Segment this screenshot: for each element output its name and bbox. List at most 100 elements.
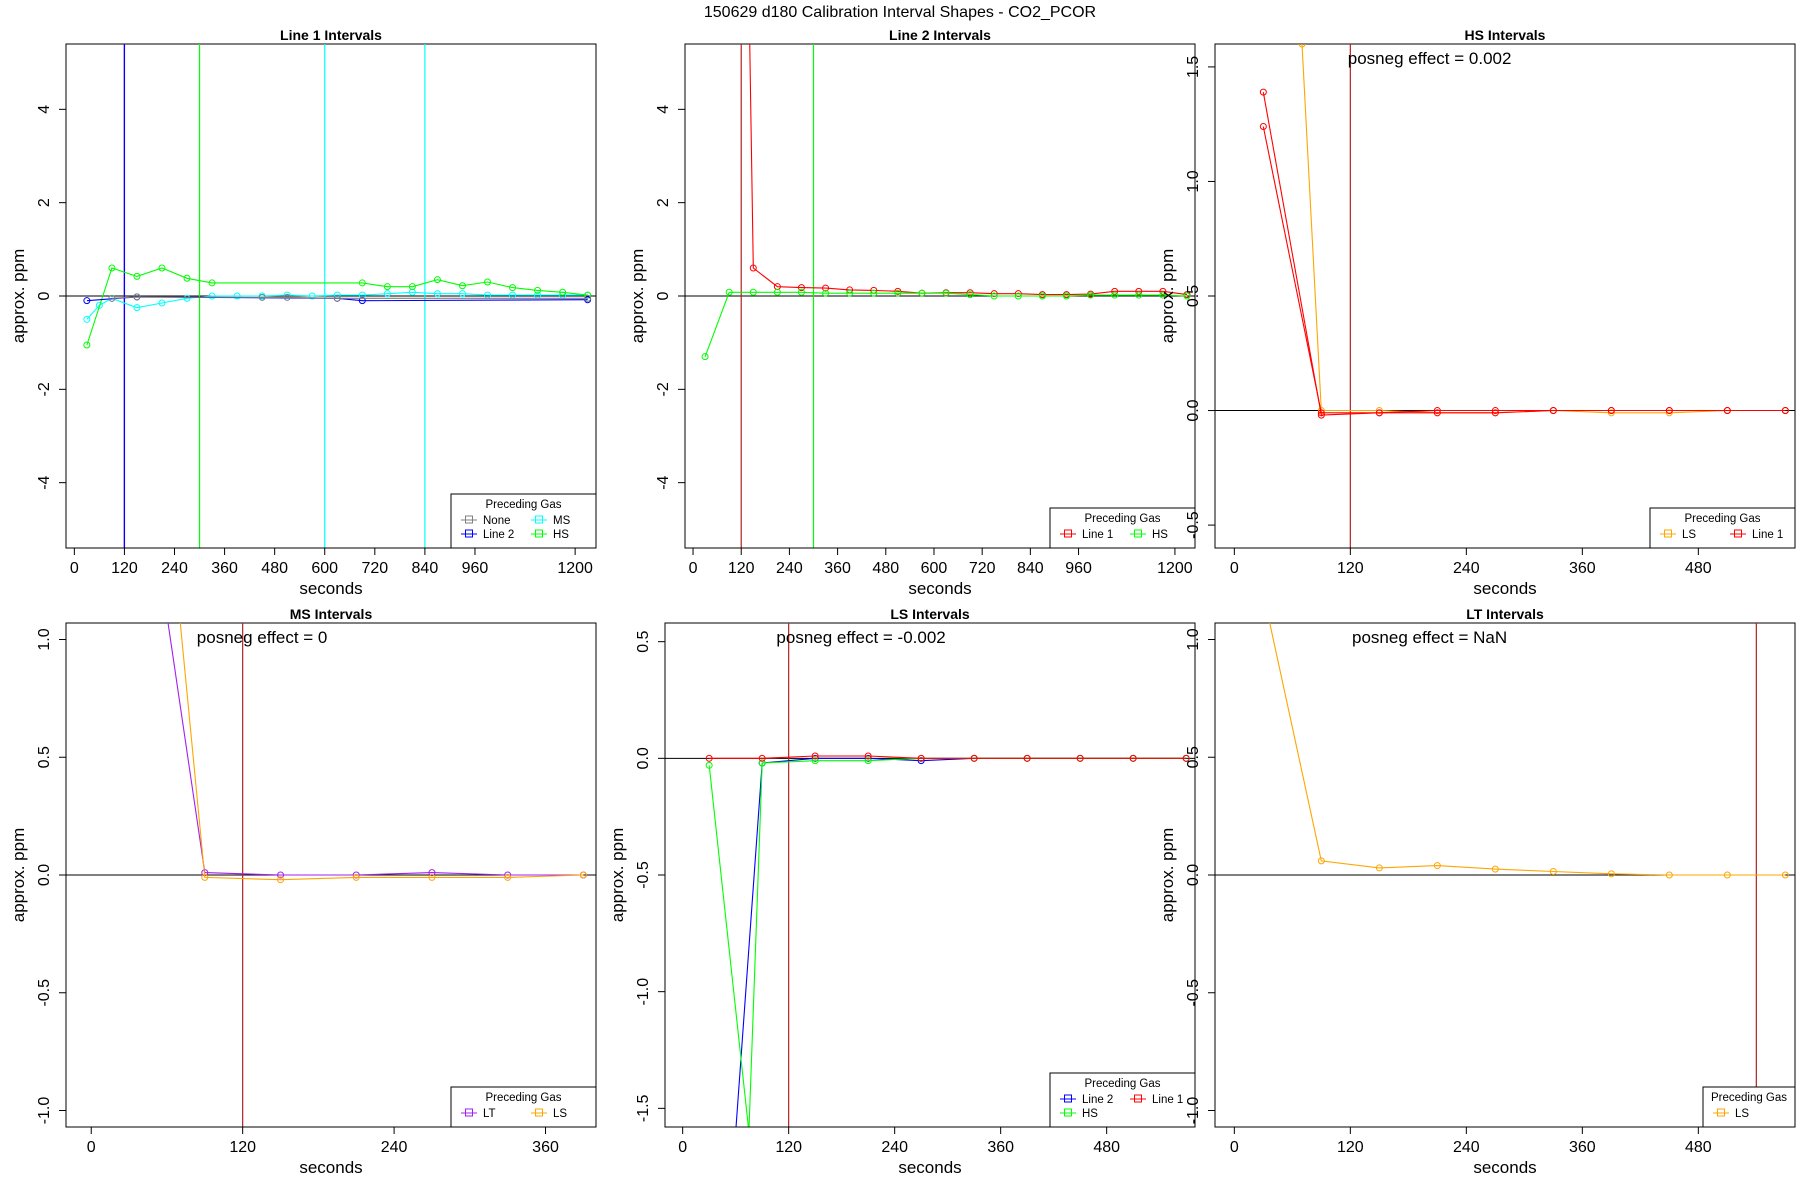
legend-box <box>1702 1086 1796 1128</box>
data-point <box>1375 409 1383 417</box>
legend-title: Preceding Gas <box>1084 1078 1160 1090</box>
data-point <box>797 288 805 296</box>
data-point <box>164 613 170 619</box>
legend-entry-label: HS <box>553 529 569 541</box>
data-point <box>1265 613 1271 619</box>
y-tick-label: 2 <box>655 198 672 207</box>
data-point <box>1014 290 1022 298</box>
data-point <box>1781 871 1789 879</box>
data-point <box>277 871 285 879</box>
data-point <box>83 315 91 323</box>
data-point <box>1183 292 1191 300</box>
data-point <box>108 294 116 302</box>
x-tick-label: 240 <box>776 560 803 577</box>
data-point <box>894 289 902 297</box>
legend-box <box>1049 1072 1196 1128</box>
x-tick-label: 840 <box>412 560 439 577</box>
chart-panel-5: LS Intervals 0 120 240 360 480 seconds -1.5 -1.0… <box>608 606 1196 1177</box>
data-point <box>918 289 926 297</box>
chart-title: LS Intervals <box>890 606 970 622</box>
data-point <box>966 291 974 299</box>
legend-square-swatch <box>1734 529 1742 538</box>
x-tick-label: 600 <box>311 560 338 577</box>
legend-box <box>450 1086 597 1128</box>
data-point <box>1607 407 1615 415</box>
data-point <box>352 871 360 879</box>
data-point <box>870 289 878 297</box>
x-tick-label: 1200 <box>557 560 593 577</box>
y-tick-label: 4 <box>36 105 53 114</box>
data-point <box>208 279 216 287</box>
data-point <box>1023 754 1031 762</box>
data-point <box>584 294 592 302</box>
series-line <box>86 291 588 320</box>
x-axis-label: seconds <box>299 579 362 598</box>
legend: Preceding Gas None Line 2 MS HS <box>450 493 597 549</box>
x-tick-label: 480 <box>872 560 899 577</box>
y-tick-label: 0.0 <box>1185 864 1202 886</box>
legend-square-swatch <box>465 1108 473 1117</box>
y-tick-label: 0.0 <box>635 747 652 769</box>
legend-square-swatch <box>465 529 473 538</box>
data-point <box>428 869 436 877</box>
y-tick-label: -1.5 <box>635 1094 652 1122</box>
data-point <box>1259 122 1267 130</box>
data-point <box>1375 407 1383 415</box>
series-line <box>167 623 584 876</box>
data-point <box>1298 44 1306 48</box>
data-point <box>1549 407 1557 415</box>
plot-area <box>1215 613 1795 1127</box>
legend-entry-label: HS <box>1082 1108 1098 1120</box>
data-point <box>1549 867 1557 875</box>
x-tick-label: 120 <box>229 1139 256 1156</box>
data-point <box>705 754 713 762</box>
y-tick-label: 2 <box>36 198 53 207</box>
data-point <box>504 873 512 881</box>
y-axis-label: approx. ppm <box>1158 249 1177 344</box>
legend-square-swatch <box>1064 529 1072 538</box>
data-point <box>917 757 925 765</box>
data-point <box>1723 407 1731 415</box>
data-point <box>83 297 91 305</box>
data-point <box>1038 292 1046 300</box>
x-tick-label: 720 <box>969 560 996 577</box>
x-axis-label: seconds <box>908 579 971 598</box>
x-tick-label: 240 <box>381 1139 408 1156</box>
legend-square-swatch <box>1134 1094 1142 1103</box>
data-point <box>1111 291 1119 299</box>
plot-frame <box>1214 43 1796 549</box>
x-tick-label: 120 <box>1337 560 1364 577</box>
x-tick-label: 120 <box>728 560 755 577</box>
data-point <box>811 757 819 765</box>
series-line <box>1262 126 1786 414</box>
y-tick-label: -0.5 <box>1185 979 1202 1007</box>
data-point <box>352 873 360 881</box>
legend-entry-label: LS <box>553 1108 567 1120</box>
data-point <box>408 283 416 291</box>
series-line <box>704 291 1188 357</box>
data-point <box>990 292 998 300</box>
plot-area <box>665 623 1195 1127</box>
y-tick-label: 0.0 <box>1185 399 1202 421</box>
data-point <box>1014 292 1022 300</box>
legend: Preceding Gas Line 1 HS <box>1049 507 1196 549</box>
chart-panel-3: HS Intervals 0 120 240 360 480 seconds -0.5 0.0 0… <box>1158 27 1796 598</box>
figure-title: 150629 d180 Calibration Interval Shapes … <box>704 4 1096 21</box>
y-tick-label: 0.5 <box>1185 746 1202 768</box>
y-tick-label: -0.5 <box>36 979 53 1007</box>
x-axis-label: seconds <box>299 1158 362 1177</box>
data-point <box>758 759 766 767</box>
x-tick-label: 600 <box>921 560 948 577</box>
x-tick-label: 0 <box>70 560 79 577</box>
x-tick-label: 240 <box>1453 560 1480 577</box>
posneg-annotation: posneg effect = 0.002 <box>1348 49 1512 68</box>
data-point <box>83 341 91 349</box>
x-tick-label: 840 <box>1017 560 1044 577</box>
x-tick-label: 480 <box>1093 1139 1120 1156</box>
y-tick-label: -4 <box>36 475 53 489</box>
plot-area <box>66 613 596 1127</box>
y-tick-label: 1.0 <box>1185 170 1202 192</box>
y-tick-label: -1.0 <box>36 1097 53 1125</box>
